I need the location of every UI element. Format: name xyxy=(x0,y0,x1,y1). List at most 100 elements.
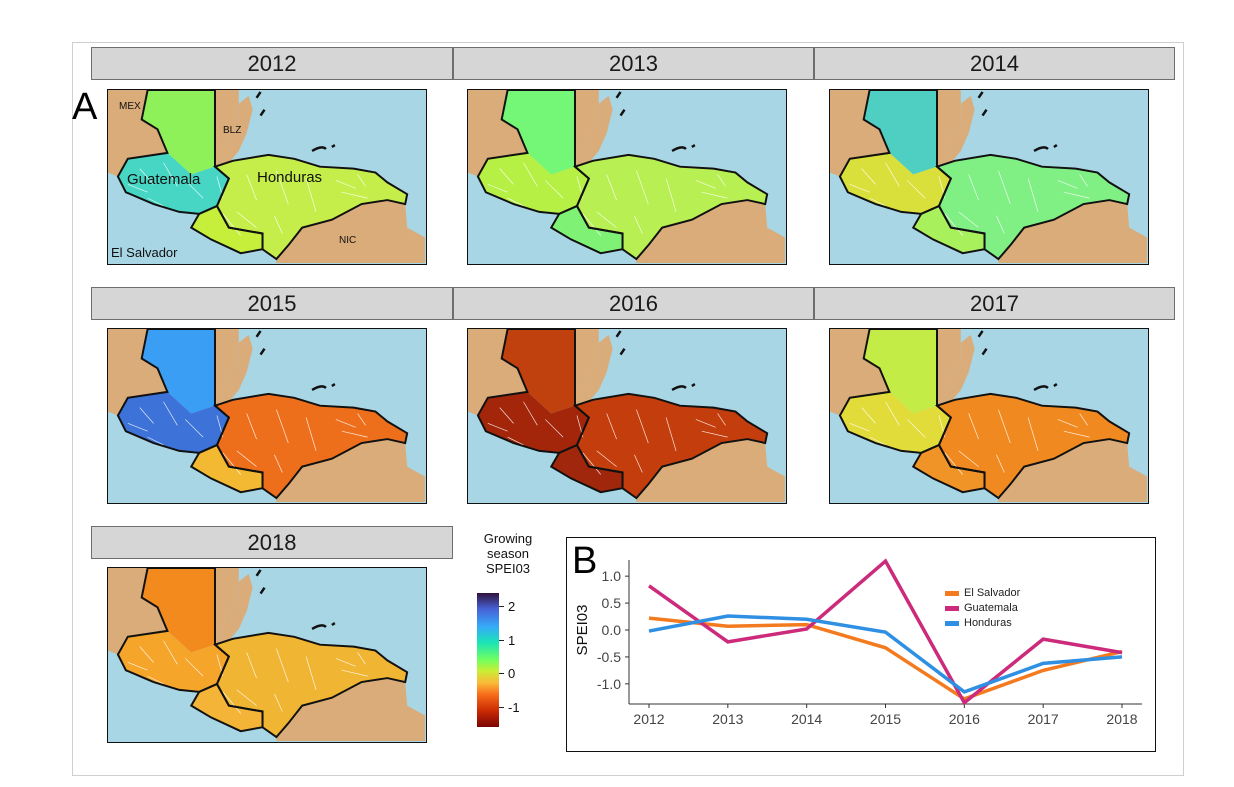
year-strip-2013: 2013 xyxy=(453,47,814,80)
islands xyxy=(255,569,336,631)
map-2016-svg xyxy=(468,329,785,502)
map-2017 xyxy=(829,328,1149,504)
x-tick-label: 2017 xyxy=(1028,711,1059,727)
legend-tick xyxy=(499,673,504,675)
map-2015 xyxy=(107,328,427,504)
department-borders xyxy=(127,640,368,714)
nicaragua-land xyxy=(636,200,785,263)
x-tick-label: 2013 xyxy=(712,711,743,727)
legend-tick-label: 0 xyxy=(508,666,516,682)
belize-land xyxy=(574,334,613,406)
legend-tick-label: 2 xyxy=(508,599,516,615)
panel-a-label: A xyxy=(72,86,98,128)
nicaragua-land xyxy=(276,200,425,263)
year-strip-2012: 2012 xyxy=(91,47,453,80)
guatemala-south-region xyxy=(117,152,229,214)
legend-title-line-3: SPEI03 xyxy=(485,561,531,576)
department-borders xyxy=(487,162,728,236)
belize-land xyxy=(936,95,975,167)
guatemala-north-region xyxy=(141,329,215,414)
guatemala-north-region xyxy=(501,329,575,414)
guatemala-south-region xyxy=(839,152,951,214)
year-strip-2015: 2015 xyxy=(91,287,453,320)
islands xyxy=(615,91,696,153)
islands xyxy=(977,330,1058,392)
nicaragua-land xyxy=(998,200,1147,263)
map-2013 xyxy=(467,89,787,265)
year-strip-2018: 2018 xyxy=(91,526,453,559)
islands xyxy=(255,91,336,153)
el-salvador-border xyxy=(549,443,624,494)
el-salvador-region xyxy=(191,683,263,732)
belize-land xyxy=(574,95,613,167)
belize-land xyxy=(214,573,253,645)
guatemala-south-region xyxy=(839,391,951,453)
x-tick-label: 2015 xyxy=(870,711,901,727)
year-strip-2014: 2014 xyxy=(814,47,1175,80)
el-salvador-region xyxy=(551,205,623,254)
belize-land xyxy=(936,334,975,406)
y-tick-label: 1.0 xyxy=(602,568,622,584)
el-salvador-border xyxy=(189,204,264,255)
department-borders xyxy=(487,401,728,475)
nicaragua-land xyxy=(276,678,425,741)
nicaragua-land xyxy=(636,439,785,502)
x-tick-label: 2012 xyxy=(633,711,664,727)
el-salvador-region xyxy=(913,444,985,493)
department-borders xyxy=(849,162,1090,236)
department-borders xyxy=(127,162,368,236)
guatemala-north-region xyxy=(501,90,575,175)
map-2012 xyxy=(107,89,427,265)
y-tick-label: 0.5 xyxy=(602,595,622,611)
legend-tick-label: -1 xyxy=(508,699,520,715)
guatemala-north-region xyxy=(141,90,215,175)
legend-label: Guatemala xyxy=(964,602,1019,614)
line-chart: 1.0 0.5 0.0 -0.5 -1.0 2012 2013 2014 2015 2016 201… xyxy=(566,537,1156,752)
belize-land xyxy=(214,334,253,406)
series-line-guatemala xyxy=(647,558,1123,706)
map-2014-svg xyxy=(830,90,1147,263)
y-axis-label: SPEI03 xyxy=(574,605,591,656)
legend-swatch xyxy=(945,606,959,611)
year-strip-2017: 2017 xyxy=(814,287,1175,320)
x-tick-label: 2014 xyxy=(791,711,822,727)
legend-label: El Salvador xyxy=(964,587,1021,599)
islands xyxy=(255,330,336,392)
map-2018 xyxy=(107,567,427,743)
guatemala-south-region xyxy=(477,152,589,214)
department-borders xyxy=(127,401,368,475)
x-tick-label: 2018 xyxy=(1106,711,1137,727)
legend-title-line-1: Growing xyxy=(483,531,533,546)
el-salvador-region xyxy=(913,205,985,254)
year-strip-2016: 2016 xyxy=(453,287,814,320)
x-tick-label: 2016 xyxy=(949,711,980,727)
map-2016 xyxy=(467,328,787,504)
guatemala-north-region xyxy=(863,90,937,175)
belize-land xyxy=(214,95,253,167)
el-salvador-border xyxy=(549,204,624,255)
el-salvador-border xyxy=(189,682,264,733)
series-line-honduras xyxy=(648,614,1123,694)
legend-colorbar xyxy=(477,593,499,727)
y-tick-label: 0.0 xyxy=(602,622,622,638)
guatemala-north-region xyxy=(863,329,937,414)
map-2012-svg xyxy=(108,90,425,263)
el-salvador-border xyxy=(911,204,986,255)
color-legend: Growing season SPEI03 2 1 0 -1 xyxy=(472,531,552,731)
legend-swatch xyxy=(945,591,959,596)
map-2014 xyxy=(829,89,1149,265)
guatemala-south-region xyxy=(117,630,229,692)
map-2013-svg xyxy=(468,90,785,263)
legend-tick-label: 1 xyxy=(508,632,516,648)
el-salvador-border xyxy=(189,443,264,494)
nicaragua-land xyxy=(998,439,1147,502)
legend-title-line-2: season xyxy=(487,546,529,561)
department-borders xyxy=(849,401,1090,475)
legend-label: Honduras xyxy=(964,617,1012,629)
guatemala-north-region xyxy=(141,568,215,653)
guatemala-south-region xyxy=(477,391,589,453)
nicaragua-land xyxy=(276,439,425,502)
map-2017-svg xyxy=(830,329,1147,502)
islands xyxy=(977,91,1058,153)
legend-tick xyxy=(499,706,504,708)
